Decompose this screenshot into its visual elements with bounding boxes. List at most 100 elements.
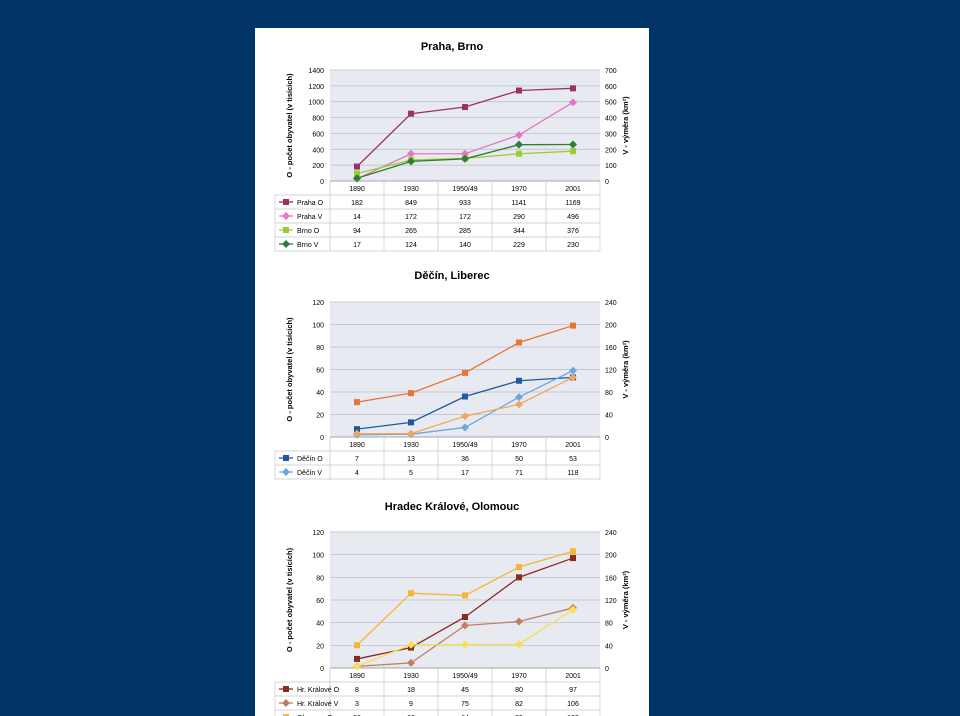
data-label: 9: [409, 701, 413, 708]
data-point: [461, 154, 469, 163]
y-tick-label: 100: [312, 323, 324, 330]
y2-tick-label: 200: [605, 323, 617, 330]
data-label: 71: [515, 470, 523, 477]
series-liberec-o: [354, 322, 576, 406]
x-tick-label: 1890: [349, 673, 365, 680]
data-point: [353, 662, 361, 671]
data-point: [408, 390, 414, 397]
y2-tick-label: 500: [605, 100, 617, 107]
data-label: 376: [567, 228, 579, 235]
data-point: [569, 98, 577, 107]
legend-label: Brno O: [297, 228, 320, 235]
y-tick-label: 1200: [308, 84, 324, 91]
data-label: 344: [513, 228, 525, 235]
y2-tick-label: 80: [605, 390, 613, 397]
data-point: [407, 157, 415, 166]
x-tick-label: 1970: [511, 673, 527, 680]
data-point: [407, 640, 415, 649]
data-label: 8: [355, 687, 359, 694]
data-label: 18: [407, 687, 415, 694]
data-point: [569, 373, 577, 382]
y-tick-label: 1000: [308, 100, 324, 107]
y-tick-label: 60: [316, 368, 324, 375]
data-point: [462, 104, 468, 111]
data-label: 36: [461, 456, 469, 463]
legend-label: Praha O: [297, 200, 324, 207]
y-tick-label: 40: [316, 390, 324, 397]
y2-tick-label: 40: [605, 413, 613, 420]
y-tick-label: 0: [320, 179, 324, 186]
x-tick-label: 1930: [403, 442, 419, 449]
y2-tick-label: 200: [605, 553, 617, 560]
legend-marker: [282, 240, 290, 248]
y2-tick-label: 0: [605, 179, 609, 186]
data-label: 285: [459, 228, 471, 235]
data-label: 1141: [511, 200, 526, 207]
series-liberec-v: [353, 373, 577, 438]
data-label: 290: [513, 214, 525, 221]
data-label: 7: [355, 456, 359, 463]
data-point: [354, 170, 360, 177]
y2-tick-label: 160: [605, 345, 617, 352]
legend-label: Praha V: [297, 214, 323, 221]
legend-marker: [283, 686, 289, 692]
data-point: [408, 110, 414, 117]
x-tick-label: 1950/49: [452, 442, 477, 449]
data-label: 13: [407, 456, 415, 463]
data-point: [516, 564, 522, 571]
data-point: [515, 393, 523, 402]
data-point: [354, 642, 360, 649]
legend-marker: [282, 212, 290, 220]
legend-marker: [283, 714, 289, 716]
data-point: [569, 366, 577, 375]
data-point: [353, 429, 361, 438]
legend-label: Děčín V: [297, 470, 322, 477]
data-point: [354, 655, 360, 662]
data-point: [516, 87, 522, 94]
data-point: [515, 640, 523, 649]
y2-axis-title: V - výměra (km²): [621, 96, 630, 155]
y-tick-label: 80: [316, 575, 324, 582]
data-label: 50: [515, 456, 523, 463]
data-label: 4: [355, 470, 359, 477]
legend-marker: [282, 699, 290, 707]
data-label: 53: [569, 456, 577, 463]
y-tick-label: 20: [316, 413, 324, 420]
data-label: 14: [353, 214, 361, 221]
x-tick-label: 1950/49: [452, 673, 477, 680]
legend-marker: [282, 468, 290, 476]
plot-area: [330, 70, 600, 181]
data-point: [408, 419, 414, 426]
data-label: 230: [567, 242, 579, 249]
legend-marker: [283, 455, 289, 461]
data-point: [515, 140, 523, 149]
x-tick-label: 1970: [511, 442, 527, 449]
y-tick-label: 600: [312, 131, 324, 138]
y-tick-label: 20: [316, 643, 324, 650]
data-label: 45: [461, 687, 469, 694]
y2-tick-label: 240: [605, 530, 617, 537]
data-point: [462, 592, 468, 599]
chart-hradec-olomouc: 0 20 40 60 80 100 120 0 40 80 120 160 200 240 O - poče…: [274, 530, 630, 716]
data-label: 3: [355, 701, 359, 708]
data-label: 118: [567, 470, 578, 477]
y-tick-label: 40: [316, 621, 324, 628]
legend-label: Brno V: [297, 242, 319, 249]
legend-marker: [283, 227, 289, 233]
data-label: 94: [353, 228, 361, 235]
chart-praha-brno: 0 200 400 600 800 1000 1200 1400 0 100 200 300 400 50…: [274, 68, 630, 252]
data-point: [516, 339, 522, 346]
chart-panel-hradec-olomouc: Hradec Králové, Olomouc 0 20 40 60 80 100 120 0…: [255, 492, 649, 716]
y2-tick-label: 0: [605, 666, 609, 673]
data-point: [462, 369, 468, 376]
data-point: [570, 148, 576, 155]
data-point: [569, 140, 577, 149]
chart-sheet: Praha, Brno 0 200 400 600 800 1000 1200 1400 0 10…: [255, 28, 649, 716]
data-point: [461, 640, 469, 649]
data-point: [516, 574, 522, 581]
chart-title: Děčín, Liberec: [414, 270, 490, 282]
data-label: 80: [515, 687, 523, 694]
data-point: [570, 555, 576, 562]
data-point: [461, 621, 469, 630]
data-point: [354, 163, 360, 170]
